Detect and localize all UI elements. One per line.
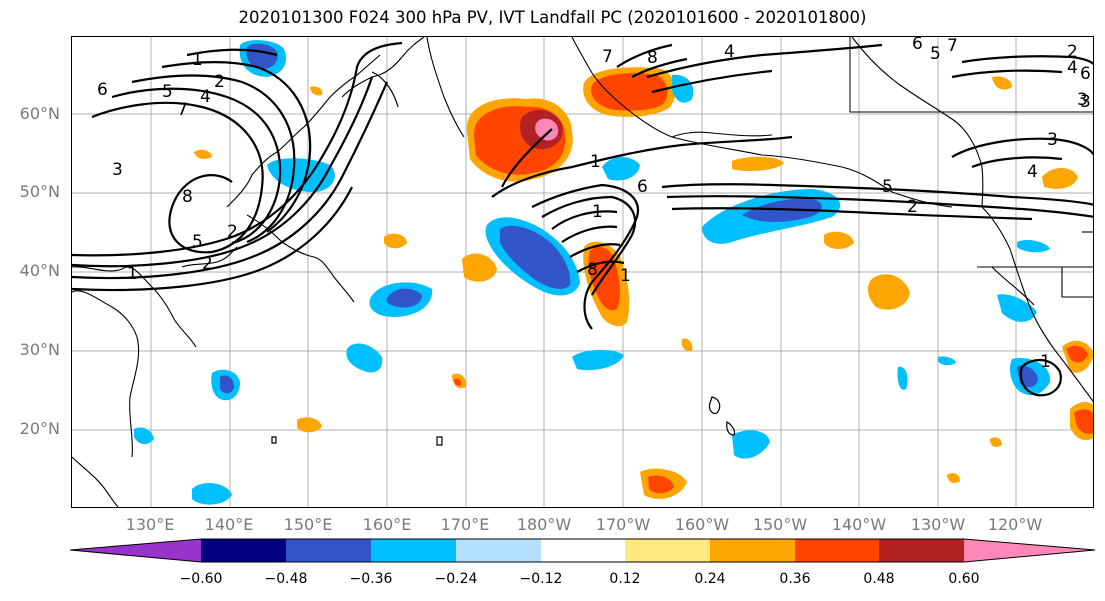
islands [271, 71, 736, 446]
colorbar [70, 538, 1096, 563]
lon-label-130e: 130°E [125, 515, 175, 534]
contour-label: 6 [912, 37, 923, 54]
lat-label-60n: 60°N [19, 104, 60, 123]
colorbar-segment-4 [456, 539, 541, 562]
colorbar-segment-5 [541, 539, 625, 562]
contour-label: 4 [200, 87, 211, 107]
contour-labels: 1 2 6 5 4 7 8 3 1 2 5 2 1 6 5 7 4 3 4 5 … [97, 37, 1091, 372]
contour-label: 5 [192, 232, 203, 252]
contour-label: 7 [177, 100, 188, 120]
contour-label: 2 [907, 197, 918, 217]
colorbar-tick-label: 0.60 [948, 571, 980, 587]
gridlines [72, 37, 1093, 507]
contour-label: 5 [162, 82, 173, 102]
colorbar-tick-label: 0.48 [863, 571, 895, 587]
colorbar-segment-3 [371, 539, 456, 562]
contour-label: 5 [882, 177, 893, 197]
colorbar-segment-2 [286, 539, 371, 562]
colorbar-segment-7 [710, 539, 795, 562]
map-title: 2020101300 F024 300 hPa PV, IVT Landfall… [238, 8, 867, 27]
contour-label: 6 [637, 177, 648, 197]
lat-label-50n: 50°N [19, 182, 60, 201]
contour-label: 1 [1040, 352, 1051, 372]
contour-label: 4 [1067, 58, 1078, 78]
borders [849, 37, 1093, 113]
lon-label-160e: 160°E [362, 515, 412, 534]
ivt-contours [72, 41, 1093, 397]
colorbar-segment-1 [201, 539, 286, 562]
contour-label: 1 [192, 50, 203, 70]
lon-label-170e: 170°E [440, 515, 490, 534]
contour-label: 4 [1027, 162, 1038, 182]
lon-label-130w: 130°W [910, 515, 966, 534]
colorbar-tick-label: 0.24 [694, 571, 726, 587]
colorbar-tick-label: −0.48 [264, 571, 308, 587]
lon-label-150w: 150°W [752, 515, 808, 534]
contour-label: 3 [1080, 92, 1091, 112]
lon-label-120w: 120°W [987, 515, 1043, 534]
coastlines [72, 37, 1093, 507]
lat-label-20n: 20°N [19, 419, 60, 438]
colorbar-tick-label: −0.24 [434, 571, 478, 587]
colorbar-tick-label: 0.36 [779, 571, 811, 587]
lat-label-30n: 30°N [19, 340, 60, 359]
lon-label-140w: 140°W [831, 515, 887, 534]
contour-label: 4 [724, 42, 735, 62]
colorbar-segment-6 [625, 539, 710, 562]
contour-label: 8 [587, 260, 598, 280]
contour-label: 7 [602, 47, 613, 67]
contour-label: 1 [590, 152, 601, 172]
map-panel: 1 2 6 5 4 7 8 3 1 2 5 2 1 6 5 7 4 3 4 5 … [71, 36, 1094, 508]
colorbar-segment-0 [70, 539, 201, 562]
colorbar-tick-label: 0.12 [609, 571, 641, 587]
contour-label: 6 [1080, 64, 1091, 84]
lon-label-140e: 140°E [204, 515, 254, 534]
lon-label-150e: 150°E [283, 515, 333, 534]
contour-label: 3 [1047, 130, 1058, 150]
contour-label: 1 [592, 202, 603, 222]
map-canvas: 1 2 6 5 4 7 8 3 1 2 5 2 1 6 5 7 4 3 4 5 … [72, 37, 1093, 507]
contour-label: 3 [1077, 90, 1088, 110]
lon-label-160w: 160°W [674, 515, 730, 534]
contour-label: 8 [182, 187, 193, 207]
lat-label-40n: 40°N [19, 261, 60, 280]
colorbar-tick-label: −0.60 [179, 571, 223, 587]
contour-label: 1 [620, 266, 631, 286]
colorbar-segment-8 [795, 539, 879, 562]
contour-label: 1 [127, 264, 138, 284]
contour-label: 5 [930, 44, 941, 64]
contour-label: 7 [947, 37, 958, 56]
contour-label: 6 [97, 80, 108, 100]
contour-label: 2 [202, 254, 213, 274]
contour-label: 2 [227, 222, 238, 242]
colorbar-tick-label: −0.12 [519, 571, 563, 587]
colorbar-outline [70, 538, 1096, 563]
contour-label: 8 [647, 48, 658, 68]
colorbar-segment-10 [964, 539, 1095, 562]
contour-label: 2 [1067, 42, 1078, 62]
contour-label: 3 [112, 160, 123, 180]
contour-label: 2 [214, 72, 225, 92]
colorbar-tick-label: −0.36 [349, 571, 393, 587]
lon-label-180w: 180°W [516, 515, 572, 534]
colorbar-segment-9 [879, 539, 964, 562]
lon-label-170w: 170°W [595, 515, 651, 534]
